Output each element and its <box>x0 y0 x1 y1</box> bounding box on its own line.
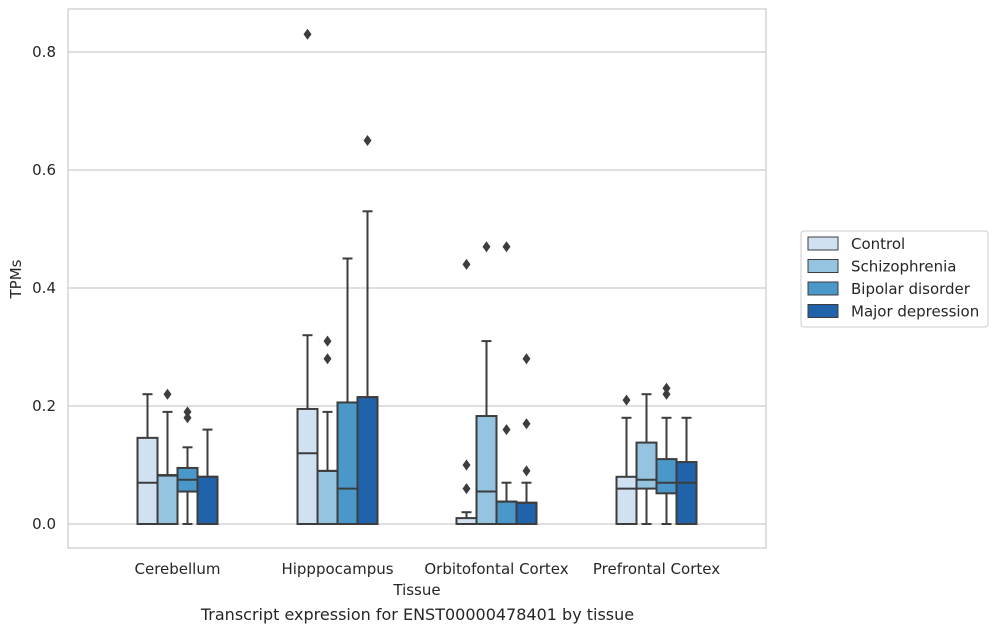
box-control <box>136 393 159 525</box>
x-tick-label: Cerebellum <box>135 560 221 578</box>
box <box>515 501 538 526</box>
x-tick-label: Prefrontal Cortex <box>593 560 720 578</box>
box-schizophrenia <box>475 241 498 525</box>
outlier-point <box>522 465 531 477</box>
legend-swatch <box>807 236 839 251</box>
legend-frame <box>800 230 989 328</box>
outlier-point <box>183 412 192 424</box>
x-tick-labels: Cerebellum Hipppocampus Orbitofontal Corte… <box>135 560 721 578</box>
y-axis-label: TPMs <box>7 259 25 299</box>
outlier-point <box>163 388 172 400</box>
box <box>316 469 339 525</box>
box-schizophrenia <box>156 388 179 525</box>
legend-label: Schizophrenia <box>851 258 956 276</box>
box-bipolar-disorder <box>495 241 518 525</box>
box <box>475 415 498 525</box>
plot-frame <box>67 8 767 549</box>
outlier-point <box>183 406 192 418</box>
legend-label: Major depression <box>851 303 979 321</box>
box <box>136 436 159 525</box>
outlier-point <box>662 388 671 400</box>
outlier-point <box>522 353 531 365</box>
box <box>655 458 678 495</box>
outlier-point <box>462 459 471 471</box>
outlier-point <box>462 258 471 270</box>
y-tick-label: 0.0 <box>32 515 56 533</box>
outlier-point <box>303 28 312 40</box>
y-tick-label: 0.4 <box>32 279 56 297</box>
box <box>675 461 698 525</box>
box-bipolar-disorder <box>336 257 359 525</box>
outlier-point <box>662 382 671 394</box>
x-tick-label: Orbitofontal Cortex <box>424 560 568 578</box>
outlier-point <box>323 353 332 365</box>
legend-swatch <box>807 259 839 273</box>
box-major-depression <box>196 428 219 525</box>
box <box>196 475 219 525</box>
outlier-point <box>502 241 511 253</box>
legend-label: Bipolar disorder <box>851 280 971 298</box>
x-axis-label: Tissue <box>392 581 440 599</box>
box-major-depression <box>356 135 379 525</box>
box-major-depression <box>675 416 698 525</box>
box <box>156 474 179 525</box>
box <box>336 401 359 525</box>
box <box>615 475 638 525</box>
y-tick-label: 0.6 <box>32 161 56 179</box>
outlier-point <box>462 483 471 495</box>
outlier-point <box>363 135 372 146</box>
box-schizophrenia <box>316 335 339 525</box>
outlier-point <box>323 335 332 347</box>
legend-swatch <box>807 281 839 296</box>
box <box>356 396 379 525</box>
y-tick-label: 0.8 <box>32 43 56 61</box>
box <box>635 441 658 490</box>
box <box>296 407 319 526</box>
legend-label: Control <box>851 235 905 253</box>
outlier-point <box>522 418 531 430</box>
y-tick-label: 0.2 <box>32 397 56 415</box>
box-series <box>136 28 698 526</box>
chart-caption: Transcript expression for ENST0000047840… <box>200 605 635 624</box>
box-control <box>615 394 638 525</box>
legend-swatch <box>807 304 839 318</box>
box <box>495 500 518 525</box>
box-control <box>296 28 319 526</box>
outlier-point <box>502 424 511 436</box>
outlier-point <box>622 394 631 406</box>
box-schizophrenia <box>635 393 658 525</box>
x-tick-label: Hipppocampus <box>281 560 393 578</box>
legend: Control Schizophrenia Bipolar disorder Majo… <box>800 230 989 328</box>
y-tick-labels: 0.0 0.2 0.4 0.6 0.8 <box>32 43 56 533</box>
outlier-point <box>482 241 491 253</box>
box-major-depression <box>515 353 538 526</box>
